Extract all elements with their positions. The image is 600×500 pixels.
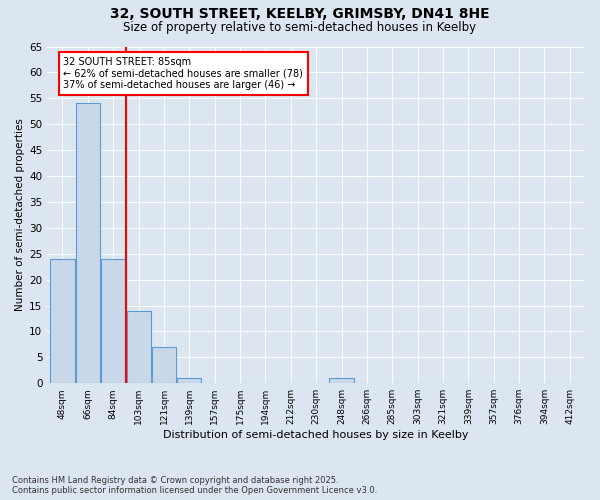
Bar [50,259,74,383]
Y-axis label: Number of semi-detached properties: Number of semi-detached properties [15,118,25,312]
Text: Size of property relative to semi-detached houses in Keelby: Size of property relative to semi-detach… [124,21,476,34]
Text: 32, SOUTH STREET, KEELBY, GRIMSBY, DN41 8HE: 32, SOUTH STREET, KEELBY, GRIMSBY, DN41 … [110,8,490,22]
Bar [177,378,202,383]
Text: Contains HM Land Registry data © Crown copyright and database right 2025.
Contai: Contains HM Land Registry data © Crown c… [12,476,377,495]
Bar [76,104,100,383]
Bar [329,378,353,383]
Text: 32 SOUTH STREET: 85sqm
← 62% of semi-detached houses are smaller (78)
37% of sem: 32 SOUTH STREET: 85sqm ← 62% of semi-det… [64,56,303,90]
Bar [127,310,151,383]
Bar [101,259,125,383]
X-axis label: Distribution of semi-detached houses by size in Keelby: Distribution of semi-detached houses by … [163,430,469,440]
Bar [152,347,176,383]
